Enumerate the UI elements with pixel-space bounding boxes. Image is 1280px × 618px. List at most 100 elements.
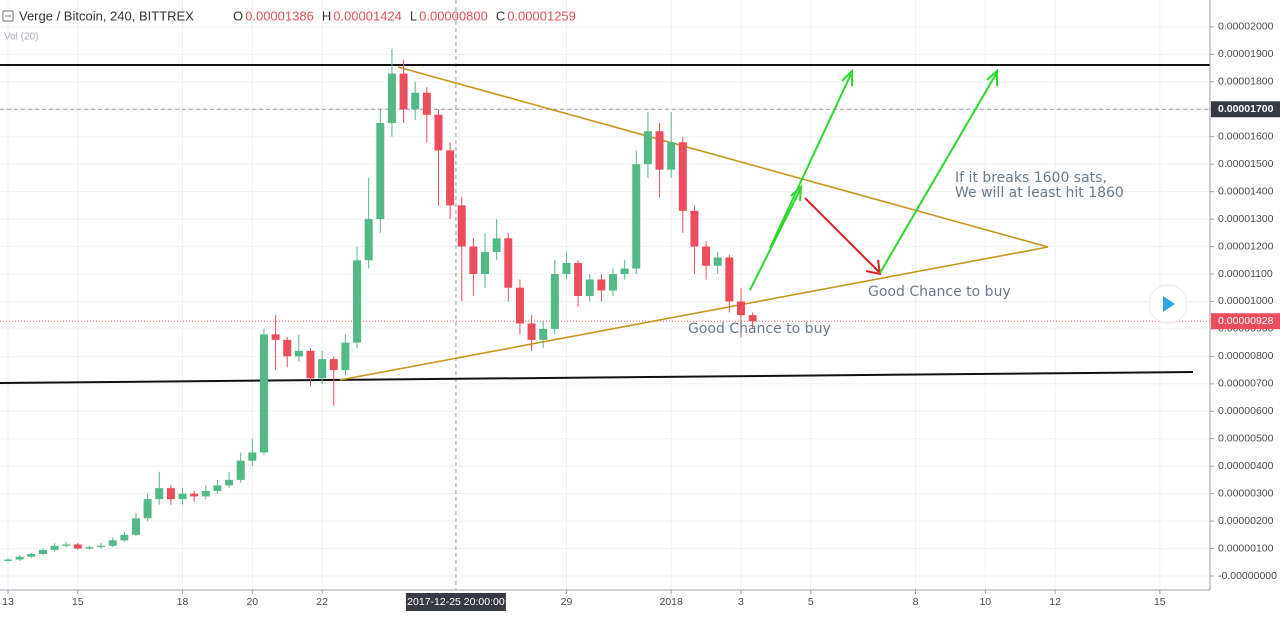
y-tick-label: 0.00001200 bbox=[1218, 240, 1274, 252]
candle-body bbox=[108, 540, 117, 546]
candle-body bbox=[667, 142, 676, 170]
y-tick-label: 0.00001400 bbox=[1218, 185, 1274, 197]
y-tick-label: -0.00000000 bbox=[1218, 570, 1277, 582]
candles bbox=[3, 48, 757, 563]
green-arrow bbox=[749, 189, 801, 291]
y-tick-label: 0.00000700 bbox=[1218, 378, 1274, 390]
arrow-head bbox=[790, 184, 803, 202]
y-tick-label: 0.00000200 bbox=[1218, 515, 1274, 527]
play-button[interactable] bbox=[1148, 284, 1188, 324]
candle-body bbox=[562, 263, 571, 274]
x-tick-label: 15 bbox=[72, 596, 84, 608]
arrow-head bbox=[841, 68, 853, 86]
candle-body bbox=[422, 92, 431, 115]
candle-body bbox=[632, 164, 641, 269]
x-tick-label: 29 bbox=[561, 596, 573, 608]
y-tick-label: 0.00000100 bbox=[1218, 542, 1274, 554]
last-price-box bbox=[1211, 313, 1280, 330]
candle-body bbox=[283, 339, 292, 357]
crosshair-date-box bbox=[405, 593, 506, 611]
collapse-icon[interactable] bbox=[2, 10, 14, 22]
candle-body bbox=[3, 559, 12, 561]
x-tick-label: 10 bbox=[979, 596, 991, 608]
x-tick-label: 22 bbox=[316, 596, 328, 608]
candle-body bbox=[748, 315, 757, 322]
x-tick-label: 15 bbox=[1154, 596, 1166, 608]
candle-body bbox=[736, 301, 745, 316]
x-tick-label: 2018 bbox=[659, 596, 683, 608]
annotation: If it breaks 1600 sats, bbox=[955, 170, 1107, 186]
triangle-lower bbox=[339, 246, 1049, 381]
candle-body bbox=[259, 334, 268, 453]
candle-body bbox=[62, 544, 71, 546]
candle-body bbox=[643, 131, 652, 165]
candle-body bbox=[306, 350, 315, 379]
y-tick-label: 0.00000500 bbox=[1218, 433, 1274, 445]
candle-body bbox=[85, 547, 94, 549]
candle-body bbox=[376, 122, 385, 220]
candle-body bbox=[50, 545, 59, 550]
candle-body bbox=[329, 359, 338, 371]
x-tick-label: 20 bbox=[246, 596, 258, 608]
candle-body bbox=[341, 342, 350, 371]
candle-body bbox=[97, 545, 106, 548]
candle-body bbox=[387, 73, 396, 123]
candle-body bbox=[702, 246, 711, 266]
candle-body bbox=[608, 273, 617, 291]
candle-body bbox=[190, 493, 199, 497]
ohlc-key: L bbox=[410, 8, 417, 23]
candle-body bbox=[504, 238, 513, 288]
indicator-label: Vol (20) bbox=[4, 32, 38, 43]
candle-body bbox=[725, 257, 734, 302]
triangle-upper bbox=[397, 66, 1049, 248]
candle-body bbox=[178, 493, 187, 500]
y-tick-label: 0.00001800 bbox=[1218, 76, 1274, 88]
candle-body bbox=[155, 488, 164, 500]
candle-body bbox=[585, 279, 594, 296]
y-tick-label: 0.00001500 bbox=[1218, 158, 1274, 170]
crosshair-date-label: 2017-12-25 20:00:00 bbox=[407, 596, 505, 608]
candle-body bbox=[527, 323, 536, 340]
last-price-label: 0.00000928 bbox=[1218, 315, 1274, 327]
candle-body bbox=[690, 210, 699, 247]
y-tick-label: 0.00001100 bbox=[1218, 268, 1273, 280]
candle-body bbox=[15, 556, 24, 560]
candle-body bbox=[38, 549, 47, 555]
x-tick-label: 13 bbox=[2, 596, 14, 608]
play-icon[interactable] bbox=[1163, 296, 1175, 312]
y-tick-label: 0.00001300 bbox=[1218, 213, 1274, 225]
time-axis-bg bbox=[0, 590, 1210, 613]
annotation: We will at least hit 1860 bbox=[955, 185, 1124, 201]
annotation: Good Chance to buy bbox=[868, 284, 1011, 300]
y-tick-label: 0.00001600 bbox=[1218, 131, 1274, 143]
candle-body bbox=[271, 334, 280, 340]
x-tick-label: 8 bbox=[913, 596, 919, 608]
arrow-head bbox=[865, 259, 882, 276]
candle-body bbox=[446, 150, 455, 206]
y-tick-label: 0.00001900 bbox=[1218, 48, 1274, 60]
candle-body bbox=[120, 534, 129, 541]
candle-body bbox=[166, 488, 175, 500]
ohlc-value: 0.00001424 bbox=[333, 8, 402, 23]
y-tick-label: 0.00000600 bbox=[1218, 405, 1274, 417]
x-tick-label: 5 bbox=[808, 596, 814, 608]
ohlc-key: C bbox=[496, 8, 505, 23]
ohlc-value: 0.00001259 bbox=[507, 8, 576, 23]
red-arrow bbox=[804, 197, 880, 273]
candle-body bbox=[620, 268, 629, 274]
ohlc-header: O 0.00001386 H 0.00001424 L 0.00000800 C 0.0000… bbox=[233, 8, 576, 23]
candle-body bbox=[73, 544, 82, 549]
candle-body bbox=[236, 460, 245, 480]
candle-body bbox=[457, 205, 466, 247]
candle-body bbox=[678, 142, 687, 211]
candle-body bbox=[597, 279, 606, 291]
support-line bbox=[0, 371, 1194, 384]
candle-body bbox=[213, 485, 222, 491]
annotation: Good Chance to buy bbox=[688, 321, 831, 337]
candle-body bbox=[539, 328, 548, 340]
x-tick-label: 18 bbox=[177, 596, 189, 608]
y-tick-label: 0.00000400 bbox=[1218, 460, 1274, 472]
drawings bbox=[0, 64, 1233, 384]
arrow-head bbox=[986, 68, 998, 86]
candle-body bbox=[515, 287, 524, 324]
